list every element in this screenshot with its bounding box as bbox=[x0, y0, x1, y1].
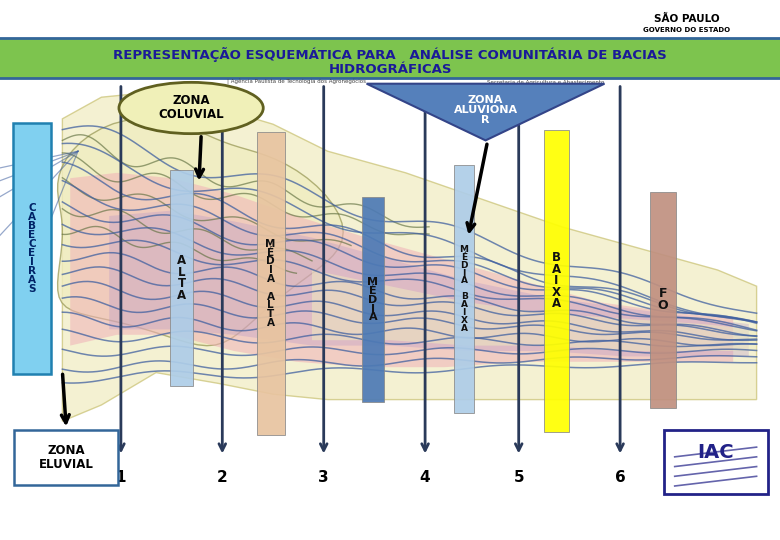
Text: 2: 2 bbox=[217, 470, 228, 485]
Polygon shape bbox=[312, 270, 757, 351]
Text: HIDROGRÁFICAS: HIDROGRÁFICAS bbox=[328, 63, 452, 76]
Text: Secretaria de Agricultura e Abastecimento: Secretaria de Agricultura e Abasteciment… bbox=[488, 79, 604, 85]
FancyBboxPatch shape bbox=[170, 170, 193, 386]
Polygon shape bbox=[62, 92, 757, 421]
FancyBboxPatch shape bbox=[362, 197, 384, 402]
Text: M
É
D
I
A
 
A
L
T
A: M É D I A A L T A bbox=[265, 239, 276, 328]
Text: M
É
D
I
A: M É D I A bbox=[367, 277, 378, 322]
Text: ZONA
ELUVIAL: ZONA ELUVIAL bbox=[39, 444, 94, 471]
Text: B
A
I
X
A: B A I X A bbox=[551, 251, 561, 310]
Text: F
O: F O bbox=[658, 287, 668, 312]
Polygon shape bbox=[109, 211, 749, 356]
Text: SÃO PAULO: SÃO PAULO bbox=[654, 14, 719, 24]
Text: 6: 6 bbox=[615, 470, 626, 485]
Text: 1: 1 bbox=[115, 470, 126, 485]
Text: GOVERNO DO ESTADO: GOVERNO DO ESTADO bbox=[643, 26, 730, 33]
FancyBboxPatch shape bbox=[664, 430, 768, 494]
FancyBboxPatch shape bbox=[0, 38, 780, 78]
FancyBboxPatch shape bbox=[257, 132, 285, 435]
Text: | Agência Paulista de Tecnologia dos Agronegócios: | Agência Paulista de Tecnologia dos Agr… bbox=[227, 79, 366, 85]
Text: ZONA
COLUVIAL: ZONA COLUVIAL bbox=[158, 94, 224, 122]
Polygon shape bbox=[58, 119, 343, 346]
Text: M
É
D
I
A
 
B
A
I
X
A: M É D I A B A I X A bbox=[459, 245, 469, 333]
Ellipse shape bbox=[119, 82, 264, 133]
FancyBboxPatch shape bbox=[544, 130, 569, 432]
Polygon shape bbox=[70, 173, 733, 367]
Text: 3: 3 bbox=[318, 470, 329, 485]
Text: REPRESENTAÇÃO ESQUEMÁTICA PARA   ANÁLISE COMUNITÁRIA DE BACIAS: REPRESENTAÇÃO ESQUEMÁTICA PARA ANÁLISE C… bbox=[113, 46, 667, 62]
FancyBboxPatch shape bbox=[454, 165, 474, 413]
Text: 5: 5 bbox=[513, 470, 524, 485]
Polygon shape bbox=[367, 84, 604, 140]
Text: 4: 4 bbox=[420, 470, 431, 485]
Text: ZONA
ALUVIONA
R: ZONA ALUVIONA R bbox=[453, 94, 518, 125]
FancyBboxPatch shape bbox=[14, 430, 118, 485]
Text: C
A
B
E
C
E
I
R
A
S: C A B E C E I R A S bbox=[28, 202, 36, 294]
FancyBboxPatch shape bbox=[650, 192, 676, 408]
Text: IAC: IAC bbox=[698, 443, 734, 462]
FancyBboxPatch shape bbox=[13, 123, 51, 374]
Text: A
L
T
A: A L T A bbox=[177, 254, 186, 302]
